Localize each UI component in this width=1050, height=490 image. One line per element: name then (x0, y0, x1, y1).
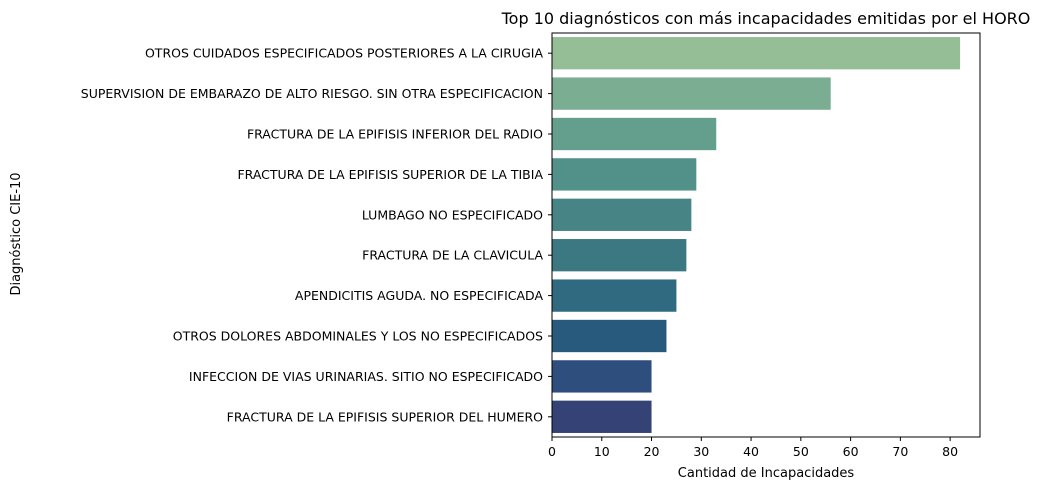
x-ticks: 0 10 20 30 40 50 60 70 80 (548, 437, 958, 459)
x-tick-label: 50 (793, 444, 809, 459)
bar-4 (552, 158, 697, 191)
y-tick-labels: OTROS CUIDADOS ESPECIFICADOS POSTERIORES… (81, 46, 552, 424)
x-tick-label: 20 (644, 444, 660, 459)
bar-2 (552, 77, 831, 110)
bar-8 (552, 319, 667, 353)
axes-box (551, 32, 981, 438)
y-tick-label: FRACTURA DE LA EPIFISIS INFERIOR DEL RAD… (247, 127, 543, 142)
bars-layer (552, 37, 961, 433)
y-tick-label: FRACTURA DE LA CLAVICULA (362, 248, 543, 263)
y-axis-label: Diagnóstico CIE-10 (9, 172, 24, 295)
y-tick-label: OTROS CUIDADOS ESPECIFICADOS POSTERIORES… (145, 46, 543, 61)
y-tick-label: LUMBAGO NO ESPECIFICADO (362, 207, 543, 222)
y-tick-label: INFECCION DE VIAS URINARIAS. SITIO NO ES… (189, 369, 543, 384)
y-tick-label: FRACTURA DE LA EPIFISIS SUPERIOR DE LA T… (237, 167, 543, 182)
x-tick-label: 80 (942, 444, 958, 459)
bar-7 (552, 279, 677, 312)
x-tick-label: 70 (892, 444, 908, 459)
bar-3 (552, 117, 717, 151)
bar-5 (552, 198, 692, 231)
x-tick-label: 10 (594, 444, 610, 459)
y-tick-label: APENDICITIS AGUDA. NO ESPECIFICADA (295, 288, 544, 303)
bar-10 (552, 400, 652, 433)
bar-9 (552, 360, 652, 393)
y-tick-label: FRACTURA DE LA EPIFISIS SUPERIOR DEL HUM… (227, 409, 543, 424)
x-tick-label: 40 (743, 444, 759, 459)
bar-6 (552, 239, 687, 272)
y-tick-label: SUPERVISION DE EMBARAZO DE ALTO RIESGO. … (81, 86, 543, 101)
x-axis-label: Cantidad de Incapacidades (678, 466, 855, 481)
bar-1 (552, 37, 961, 70)
x-tick-label: 30 (693, 444, 709, 459)
y-tick-label: OTROS DOLORES ABDOMINALES Y LOS NO ESPEC… (173, 329, 543, 344)
chart-title: Top 10 diagnósticos con más incapacidade… (501, 9, 1031, 28)
plot-frame (551, 32, 981, 438)
x-tick-label: 60 (843, 444, 859, 459)
x-tick-label: 0 (548, 444, 556, 459)
